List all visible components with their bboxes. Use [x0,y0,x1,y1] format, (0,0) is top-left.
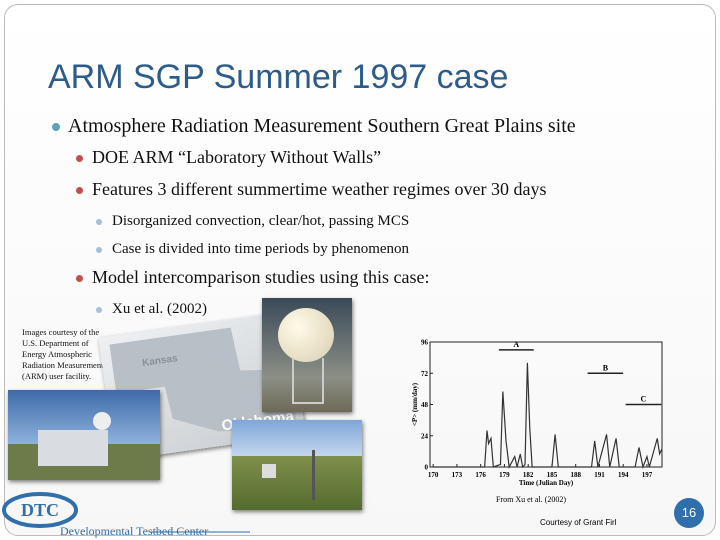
bullet-marker [76,186,83,194]
building [38,430,108,466]
y-tick-label: 48 [421,401,429,409]
x-tick-label: 179 [499,471,510,479]
image-credit: Images courtesy of the U.S. Department o… [22,327,104,381]
bullet-marker [96,219,102,225]
x-tick-label: 194 [618,471,629,479]
field-photo [232,420,362,510]
dome-photo [262,298,352,412]
bullet-marker [96,247,102,253]
logo-ring [2,492,78,528]
x-tick-label: 182 [523,471,534,479]
slide-title: ARM SGP Summer 1997 case [48,58,509,96]
x-tick-label: 176 [475,471,486,479]
precipitation-chart: 0 24 48 72 96 170 173 176 179 182 185 188 191 194 197 T… [412,339,663,487]
logo: DTC Developmental Testbed Center [2,492,250,538]
x-tick-label: 173 [452,471,463,479]
dome [278,308,334,362]
y-tick-label: 72 [421,370,429,378]
x-tick-label: 185 [547,471,558,479]
bullet-text: Case is divided into time periods by phe… [112,240,410,257]
instrument [262,464,276,478]
x-tick-label: 191 [594,471,605,479]
x-tick-label: 170 [428,471,439,479]
y-axis-label: <P> (mm/day) [412,382,419,426]
x-tick-label: 188 [570,471,581,479]
bullet-text: Atmosphere Radiation Measurement Souther… [68,114,576,137]
y-tick-label: 24 [421,432,429,440]
org-name: Developmental Testbed Center [60,524,208,538]
footer-credit: Courtesy of Grant Firl [540,518,617,527]
y-tick-label: 0 [425,464,429,472]
x-axis-label: Time (Julian Day) [519,479,574,487]
data-line [433,362,663,470]
bullet-marker [96,307,102,313]
logo-text: DTC [21,500,59,520]
instrument [93,412,111,430]
bullet-text: DOE ARM “Laboratory Without Walls” [92,146,382,167]
x-tick-label: 197 [642,471,653,479]
instrument [312,450,315,500]
y-tick-label: 96 [421,339,429,347]
period-label: A [513,340,519,349]
page-number: 16 [674,498,704,528]
figure-caption: From Xu et al. (2002) [496,495,566,504]
bullet-text: Disorganized convection, clear/hot, pass… [112,212,410,229]
tower [292,358,324,404]
period-label: B [603,363,609,372]
site-photo [8,390,160,480]
bullet-marker [76,154,83,162]
bullet-marker [52,123,60,131]
bullet-text: Model intercomparison studies using this… [92,266,430,287]
bullet-text: Xu et al. (2002) [112,300,207,317]
bullet-text: Features 3 different summertime weather … [92,178,547,199]
period-label: C [641,395,647,404]
bullet-marker [76,274,83,282]
